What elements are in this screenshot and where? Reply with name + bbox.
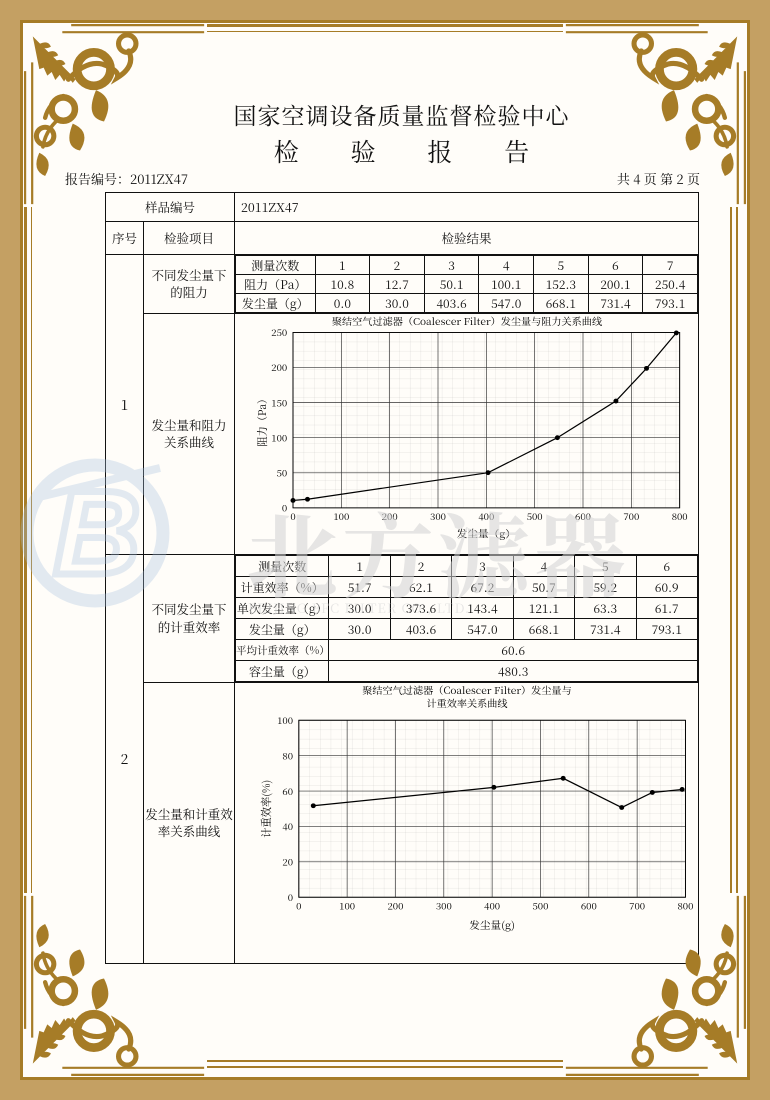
svg-text:700: 700: [623, 509, 639, 523]
svg-text:250: 250: [271, 325, 287, 339]
svg-text:60: 60: [282, 784, 293, 798]
svg-text:400: 400: [484, 899, 500, 913]
svg-text:发尘量(g): 发尘量(g): [469, 917, 515, 932]
svg-text:阻力（Pa）: 阻力（Pa）: [254, 394, 269, 447]
svg-text:0: 0: [282, 501, 287, 515]
svg-text:200: 200: [271, 360, 287, 374]
svg-text:聚结空气过滤器（Coalescer Filter）发尘量与: 聚结空气过滤器（Coalescer Filter）发尘量与: [362, 683, 571, 697]
svg-text:0: 0: [288, 890, 293, 904]
svg-text:400: 400: [478, 509, 494, 523]
svg-text:150: 150: [271, 396, 287, 410]
svg-text:0: 0: [296, 899, 301, 913]
svg-text:100: 100: [271, 431, 287, 445]
svg-text:500: 500: [527, 509, 543, 523]
svg-text:0: 0: [290, 509, 295, 523]
svg-text:100: 100: [277, 713, 293, 727]
svg-text:发尘量（g）: 发尘量（g）: [457, 526, 516, 541]
svg-text:50: 50: [277, 466, 288, 480]
svg-text:80: 80: [282, 749, 293, 763]
svg-text:200: 200: [388, 899, 404, 913]
svg-text:100: 100: [333, 509, 349, 523]
svg-text:100: 100: [339, 899, 355, 913]
svg-text:聚结空气过滤器（Coalescer Filter）发尘量与阻: 聚结空气过滤器（Coalescer Filter）发尘量与阻力关系曲线: [332, 314, 602, 328]
svg-text:300: 300: [430, 509, 446, 523]
svg-text:500: 500: [533, 899, 549, 913]
svg-text:计重效率(%): 计重效率(%): [258, 780, 273, 838]
svg-text:600: 600: [575, 509, 591, 523]
svg-text:计重效率关系曲线: 计重效率关系曲线: [426, 696, 507, 710]
svg-text:40: 40: [282, 819, 293, 833]
svg-text:300: 300: [436, 899, 452, 913]
svg-text:20: 20: [282, 855, 293, 869]
svg-text:200: 200: [382, 509, 398, 523]
svg-text:800: 800: [672, 509, 688, 523]
